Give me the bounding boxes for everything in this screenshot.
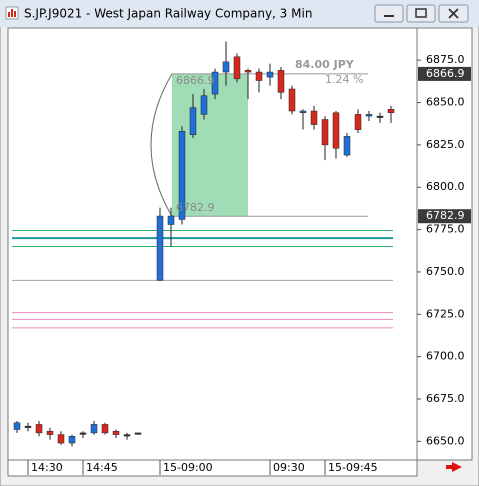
candle-body [343, 136, 351, 156]
y-tick-label: 6875.0 [426, 53, 465, 66]
maximize-button[interactable] [406, 4, 436, 23]
candle-body [156, 215, 164, 281]
x-axis-panel [7, 459, 418, 477]
candle-body [13, 422, 21, 430]
x-tick-label: 14:45 [86, 461, 118, 474]
candle-body [211, 71, 219, 95]
candle-body [332, 112, 340, 149]
app-icon [5, 6, 19, 20]
y-tick-label: 6800.0 [426, 180, 465, 193]
candle-body [266, 71, 274, 78]
candle-body [277, 70, 285, 93]
y-tick-label: 6775.0 [426, 223, 465, 236]
candle-body [299, 110, 307, 113]
y-tick-label: 6725.0 [426, 307, 465, 320]
window-title: S.JP.J9021 - West Japan Railway Company,… [24, 7, 312, 21]
candle-body [365, 114, 373, 117]
y-tick-label: 6650.0 [426, 434, 465, 447]
candle-body [35, 424, 43, 434]
candle-body [68, 436, 76, 444]
measure-arc [150, 73, 173, 217]
candle-body [255, 71, 263, 81]
candle-body [321, 119, 329, 146]
candle-body [387, 109, 395, 113]
y-tick-label: 6675.0 [426, 392, 465, 405]
candle-body [101, 424, 109, 434]
price-tag-label: 6782.9 [426, 209, 465, 222]
candle-body [178, 131, 186, 220]
candle-body [244, 70, 252, 73]
scroll-arrow[interactable] [446, 462, 462, 472]
price-tag [418, 66, 471, 81]
candle-body [189, 107, 197, 135]
x-tick-label: 09:30 [273, 461, 305, 474]
x-tick-label: 14:30 [31, 461, 63, 474]
candle-body [167, 215, 175, 225]
x-tick-label: 15-09:00 [163, 461, 213, 474]
candle-body [310, 110, 318, 125]
measure-end-label: 6866.9 [176, 74, 215, 87]
candle-body [90, 424, 98, 434]
close-button[interactable] [438, 4, 469, 23]
candle-body [376, 115, 384, 118]
y-tick-label: 6825.0 [426, 138, 465, 151]
candle-body [79, 432, 87, 435]
measure-start-label: 6782.9 [176, 201, 215, 214]
price-tag-label: 6866.9 [426, 67, 465, 80]
candle-body [57, 434, 65, 444]
candle-body [200, 95, 208, 115]
price-tag [418, 209, 471, 224]
measure-percent: 1.24 % [325, 73, 363, 86]
measure-change: 84.00 JPY [295, 58, 355, 71]
y-tick-label: 6700.0 [426, 350, 465, 363]
y-axis-panel [416, 27, 473, 461]
candle-body [134, 432, 142, 435]
candle-body [222, 61, 230, 73]
candle-body [233, 56, 241, 80]
candle-body [46, 430, 54, 435]
chart: 6650.0 6675.0 6700.0 6725.0 6750.0 6775.0 6800… [12, 41, 471, 475]
candle-body [123, 434, 131, 437]
candle-body [354, 114, 362, 130]
y-tick-label: 6850.0 [426, 96, 465, 109]
candle-body [24, 425, 32, 428]
candle-body [288, 88, 296, 112]
y-tick-label: 6750.0 [426, 265, 465, 278]
minimize-button[interactable] [374, 4, 404, 23]
x-tick-label: 15-09:45 [328, 461, 378, 474]
candle-body [112, 430, 120, 435]
